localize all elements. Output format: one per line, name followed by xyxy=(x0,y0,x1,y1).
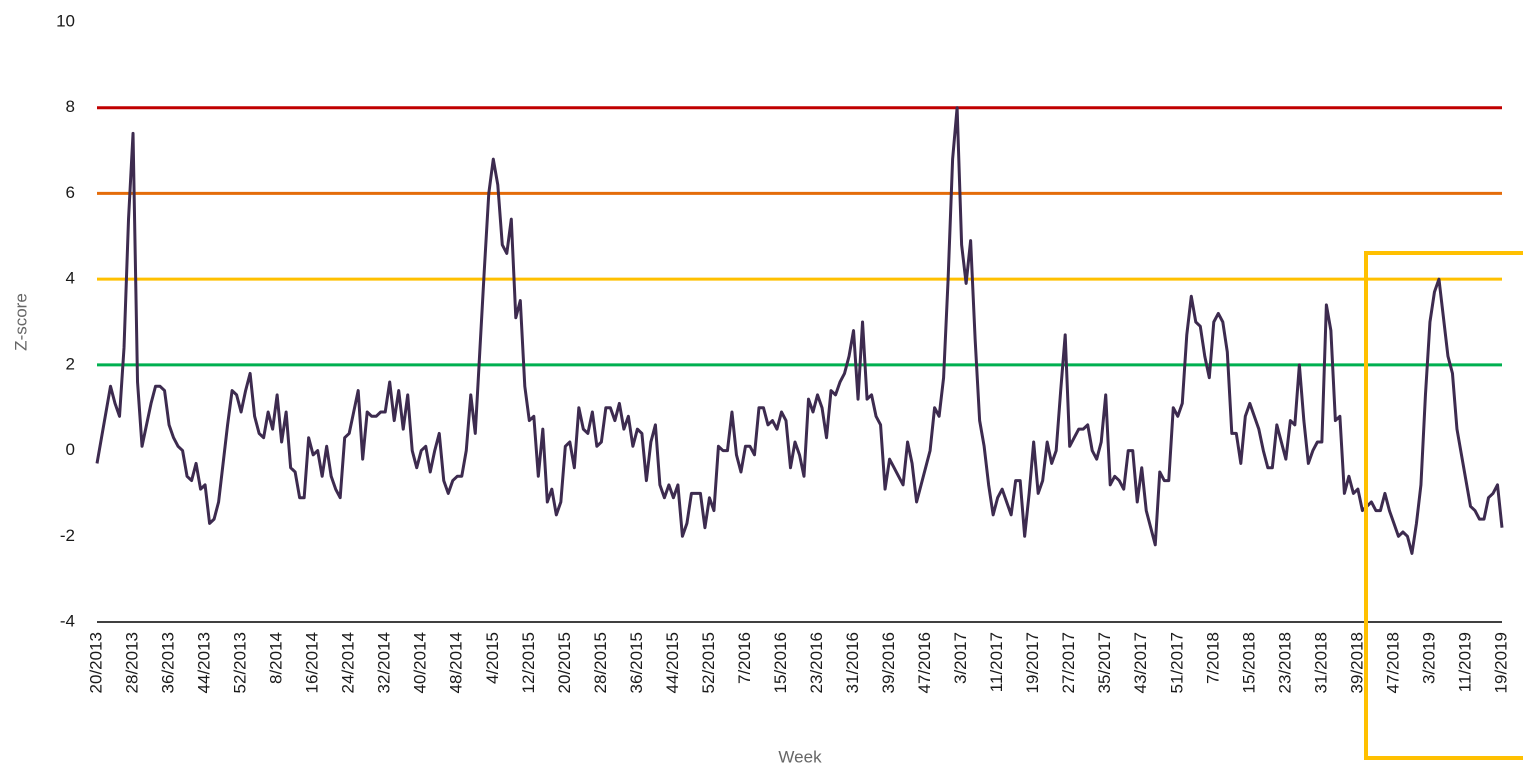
y-tick-label: -2 xyxy=(60,526,75,545)
x-tick-label: 8/2014 xyxy=(267,632,286,684)
x-tick-label: 39/2018 xyxy=(1347,632,1366,693)
y-tick-label: 6 xyxy=(66,183,75,202)
x-tick-label: 11/2017 xyxy=(987,632,1006,692)
x-tick-label: 15/2018 xyxy=(1239,632,1258,693)
y-tick-label: 8 xyxy=(66,97,75,116)
x-tick-label: 11/2019 xyxy=(1455,632,1474,692)
y-tick-label: 4 xyxy=(66,269,75,288)
x-tick-label: 40/2014 xyxy=(411,632,430,693)
y-tick-label: -4 xyxy=(60,611,75,630)
x-tick-label: 43/2017 xyxy=(1131,632,1150,693)
x-tick-label: 3/2019 xyxy=(1419,632,1438,684)
x-tick-label: 4/2015 xyxy=(483,632,502,684)
x-tick-label: 44/2015 xyxy=(663,632,682,693)
x-tick-label: 51/2017 xyxy=(1167,632,1186,693)
x-tick-label: 12/2015 xyxy=(519,632,538,693)
highlight-box xyxy=(1364,251,1523,760)
x-tick-label: 3/2017 xyxy=(951,632,970,684)
x-tick-label: 39/2016 xyxy=(879,632,898,693)
x-tick-label: 23/2016 xyxy=(807,632,826,693)
data-line xyxy=(95,106,1504,555)
x-tick-label: 24/2014 xyxy=(339,632,358,693)
x-tick-label: 20/2013 xyxy=(86,632,105,693)
x-tick-label: 28/2015 xyxy=(591,632,610,693)
x-tick-label: 35/2017 xyxy=(1095,632,1114,693)
x-tick-label: 15/2016 xyxy=(771,632,790,693)
x-tick-label: 31/2016 xyxy=(843,632,862,693)
x-tick-label: 20/2015 xyxy=(555,632,574,693)
y-tick-label: 10 xyxy=(56,11,75,30)
x-tick-label: 7/2016 xyxy=(735,632,754,684)
y-axis-title: Z-score xyxy=(11,293,30,351)
x-tick-label: 19/2019 xyxy=(1491,632,1510,693)
x-tick-label: 47/2018 xyxy=(1383,632,1402,693)
x-tick-label: 47/2016 xyxy=(915,632,934,693)
y-tick-label: 2 xyxy=(66,354,75,373)
x-tick-label: 44/2013 xyxy=(195,632,214,693)
x-tick-label: 27/2017 xyxy=(1059,632,1078,693)
x-tick-label: 19/2017 xyxy=(1023,632,1042,693)
x-tick-label: 36/2015 xyxy=(627,632,646,693)
y-tick-label: 0 xyxy=(66,440,75,459)
x-tick-label: 31/2018 xyxy=(1311,632,1330,693)
x-tick-label: 7/2018 xyxy=(1203,632,1222,684)
x-tick-label: 36/2013 xyxy=(159,632,178,693)
x-axis-title: Week xyxy=(778,747,822,766)
x-tick-label: 28/2013 xyxy=(123,632,142,693)
x-tick-label: 32/2014 xyxy=(375,632,394,693)
x-tick-label: 52/2015 xyxy=(699,632,718,693)
x-tick-label: 52/2013 xyxy=(231,632,250,693)
x-tick-label: 23/2018 xyxy=(1275,632,1294,693)
x-tick-label: 48/2014 xyxy=(447,632,466,693)
x-tick-label: 16/2014 xyxy=(303,632,322,693)
